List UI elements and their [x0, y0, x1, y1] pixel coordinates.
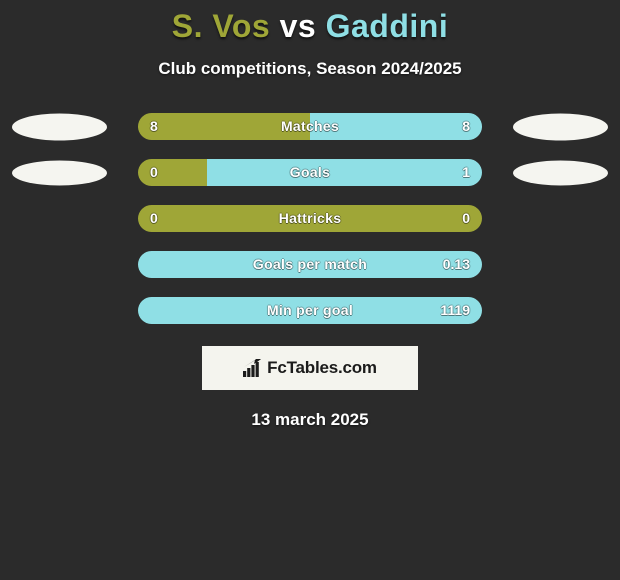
team-emblem-right — [513, 160, 608, 185]
player1-name: S. Vos — [172, 8, 270, 44]
stat-value-right: 0.13 — [443, 251, 470, 278]
stat-label: Goals — [290, 159, 330, 186]
stat-label: Hattricks — [279, 205, 342, 232]
footer-date: 13 march 2025 — [0, 410, 620, 430]
fctables-logo-icon — [243, 359, 263, 377]
stat-value-right: 1 — [462, 159, 470, 186]
stat-bar: 1119 Min per goal — [138, 297, 482, 324]
comparison-widget: S. Vos vs Gaddini Club competitions, Sea… — [0, 0, 620, 580]
branding-badge[interactable]: FcTables.com — [202, 346, 418, 390]
stat-bar: 0 1 Goals — [138, 159, 482, 186]
stat-value-right: 8 — [462, 113, 470, 140]
stat-row: 8 8 Matches — [0, 113, 620, 140]
stat-label: Goals per match — [253, 251, 367, 278]
stat-rows: 8 8 Matches 0 1 Goals 0 0 Hattricks 0.13 Goals per… — [0, 113, 620, 324]
stat-label: Min per goal — [267, 297, 353, 324]
stat-bar-fill-right — [207, 159, 482, 186]
vs-separator: vs — [280, 8, 317, 44]
stat-label: Matches — [281, 113, 339, 140]
stat-bar: 0 0 Hattricks — [138, 205, 482, 232]
stat-bar-fill-left — [138, 159, 207, 186]
stat-value-left: 0 — [150, 159, 158, 186]
stat-value-left: 0 — [150, 205, 158, 232]
stat-bar: 8 8 Matches — [138, 113, 482, 140]
stat-row: 0 0 Hattricks — [0, 205, 620, 232]
stat-row: 0.13 Goals per match — [0, 251, 620, 278]
stat-row: 0 1 Goals — [0, 159, 620, 186]
team-emblem-left — [12, 113, 107, 140]
team-emblem-right — [513, 113, 608, 140]
stat-row: 1119 Min per goal — [0, 297, 620, 324]
stat-bar: 0.13 Goals per match — [138, 251, 482, 278]
stat-value-right: 0 — [462, 205, 470, 232]
subtitle: Club competitions, Season 2024/2025 — [0, 59, 620, 79]
page-title: S. Vos vs Gaddini — [0, 8, 620, 45]
player2-name: Gaddini — [326, 8, 449, 44]
stat-value-left: 8 — [150, 113, 158, 140]
stat-value-right: 1119 — [440, 297, 470, 324]
team-emblem-left — [12, 160, 107, 185]
branding-text: FcTables.com — [267, 358, 377, 378]
